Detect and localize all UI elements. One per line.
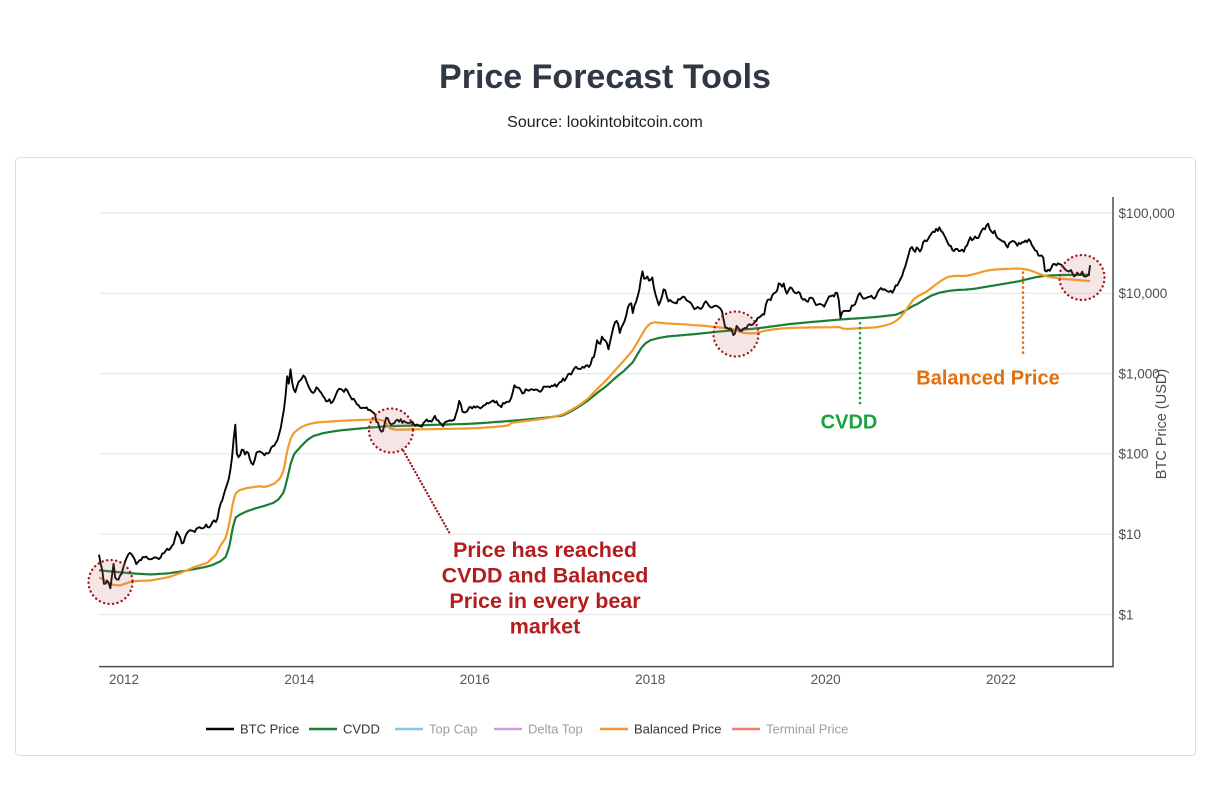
svg-text:$1: $1 <box>1119 607 1134 622</box>
svg-text:market: market <box>510 615 581 639</box>
svg-text:2014: 2014 <box>284 672 315 687</box>
svg-text:Price Forecast Tools: Price Forecast Tools <box>439 58 771 96</box>
svg-text:$10,000: $10,000 <box>1119 286 1168 301</box>
svg-text:Balanced Price: Balanced Price <box>916 368 1059 390</box>
svg-text:Source: lookintobitcoin.com: Source: lookintobitcoin.com <box>507 114 703 131</box>
svg-text:Top Cap: Top Cap <box>429 722 477 737</box>
svg-text:Terminal Price: Terminal Price <box>766 722 848 737</box>
svg-text:CVDD and Balanced: CVDD and Balanced <box>442 564 649 588</box>
svg-text:$10: $10 <box>1119 527 1142 542</box>
svg-text:$100,000: $100,000 <box>1119 206 1175 221</box>
svg-text:2016: 2016 <box>460 672 490 687</box>
svg-text:Price has reached: Price has reached <box>453 538 637 562</box>
svg-text:$100: $100 <box>1119 447 1149 462</box>
svg-text:2018: 2018 <box>635 672 665 687</box>
svg-text:2012: 2012 <box>109 672 139 687</box>
svg-text:Balanced Price: Balanced Price <box>634 722 721 737</box>
svg-text:BTC Price: BTC Price <box>240 722 299 737</box>
svg-text:Price in every bear: Price in every bear <box>449 589 641 613</box>
svg-text:BTC Price (USD): BTC Price (USD) <box>1154 369 1170 479</box>
svg-text:2022: 2022 <box>986 672 1016 687</box>
svg-text:$1,000: $1,000 <box>1119 366 1160 381</box>
svg-text:CVDD: CVDD <box>821 412 878 434</box>
svg-text:2020: 2020 <box>811 672 841 687</box>
svg-text:Delta Top: Delta Top <box>528 722 583 737</box>
svg-text:CVDD: CVDD <box>343 722 380 737</box>
